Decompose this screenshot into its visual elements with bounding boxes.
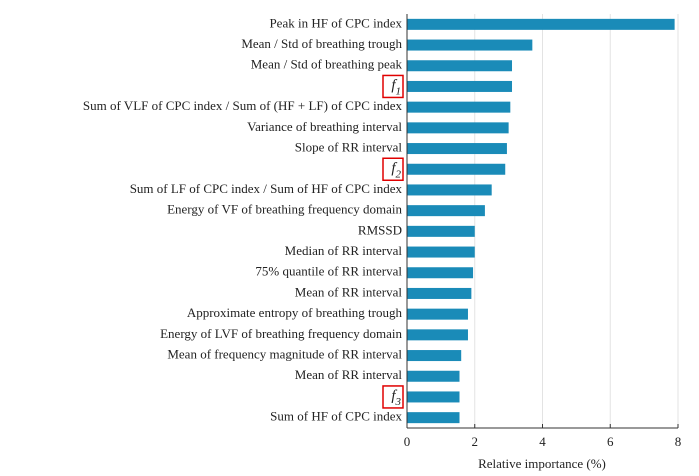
label-subscript: 3: [395, 395, 402, 407]
y-tick-label: Peak in HF of CPC index: [269, 15, 402, 30]
bar: [407, 60, 513, 72]
label-letter: f: [391, 388, 397, 404]
x-tick-label: 0: [404, 434, 411, 449]
bar: [407, 370, 460, 382]
label-letter: f: [391, 78, 397, 94]
y-tick-label: f2: [391, 161, 401, 180]
x-tick-label: 4: [539, 434, 546, 449]
bar: [407, 39, 533, 51]
y-tick-label: Approximate entropy of breathing trough: [187, 305, 403, 320]
label-subscript: 2: [396, 168, 402, 180]
bar: [407, 350, 462, 362]
bar: [407, 18, 675, 30]
y-tick-label: Energy of VF of breathing frequency doma…: [167, 202, 402, 217]
x-axis-label: Relative importance (%): [478, 456, 606, 471]
x-tick-label: 6: [607, 434, 614, 449]
y-tick-label: Mean / Std of breathing trough: [241, 36, 402, 51]
label-subscript: 1: [396, 85, 402, 97]
bar: [407, 205, 485, 217]
highlight-box: [382, 385, 404, 409]
highlight-box: [382, 74, 404, 99]
bar: [407, 391, 460, 403]
bar: [407, 308, 468, 320]
y-tick-label: Variance of breathing interval: [247, 119, 402, 134]
x-tick-label: 2: [472, 434, 479, 449]
y-tick-label: Mean / Std of breathing peak: [251, 57, 403, 72]
bar: [407, 163, 506, 175]
bar: [407, 143, 507, 155]
bar: [407, 101, 511, 113]
bar: [407, 246, 475, 258]
y-tick-label: Mean of RR interval: [295, 367, 403, 382]
highlight-box: [382, 157, 404, 181]
y-tick-label: f1: [391, 78, 401, 97]
y-tick-label: Sum of VLF of CPC index / Sum of (HF + L…: [83, 98, 403, 113]
y-tick-label: 75% quantile of RR interval: [255, 264, 402, 279]
y-tick-label: Sum of LF of CPC index / Sum of HF of CP…: [130, 181, 403, 196]
bar: [407, 412, 460, 424]
bar: [407, 225, 475, 237]
bar: [407, 267, 474, 279]
y-tick-label: Mean of frequency magnitude of RR interv…: [167, 347, 402, 362]
bar: [407, 80, 513, 92]
y-tick-label: f3: [391, 388, 401, 407]
x-tick-label: 8: [675, 434, 682, 449]
y-tick-label: RMSSD: [358, 222, 402, 237]
bar: [407, 329, 468, 341]
label-letter: f: [391, 161, 397, 177]
y-tick-label: Energy of LVF of breathing frequency dom…: [160, 326, 402, 341]
y-tick-label: Median of RR interval: [285, 243, 403, 258]
bar: [407, 122, 509, 134]
y-tick-label: Mean of RR interval: [295, 284, 403, 299]
y-tick-label: Sum of HF of CPC index: [270, 409, 402, 424]
bar: [407, 287, 472, 299]
bar: [407, 184, 492, 196]
y-tick-label: Slope of RR interval: [295, 140, 403, 155]
